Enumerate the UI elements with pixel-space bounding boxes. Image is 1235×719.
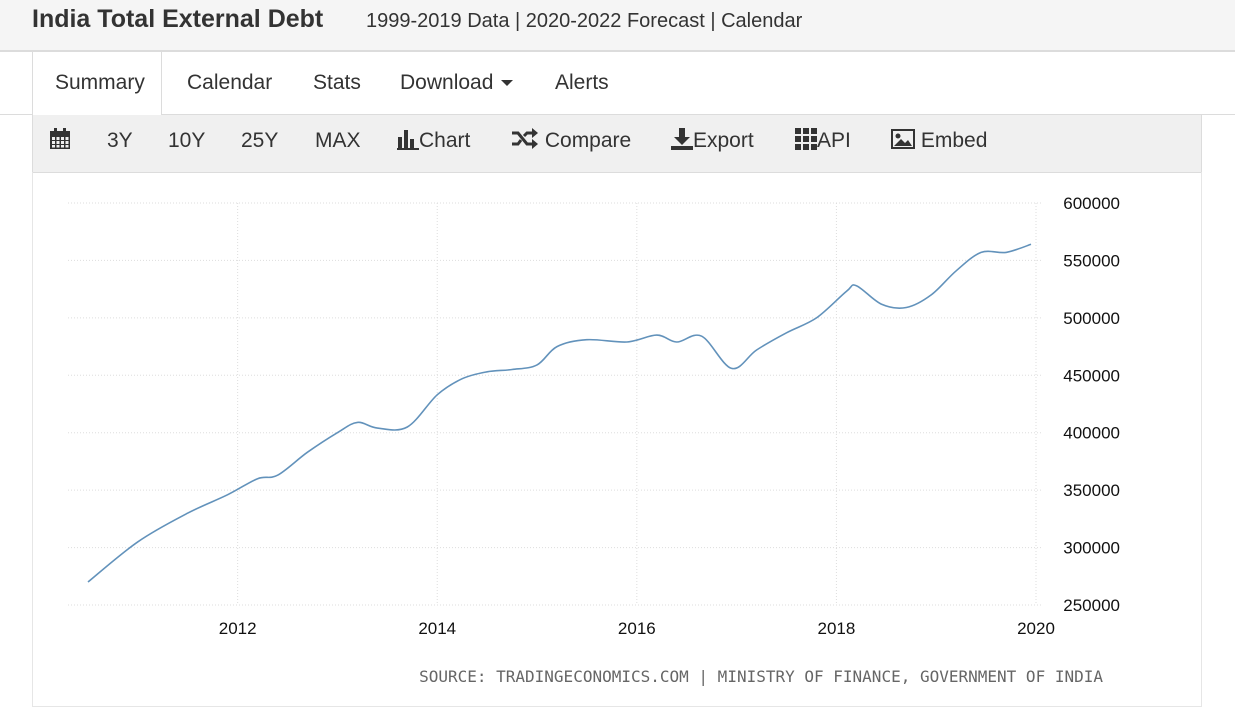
y-tick-label: 550000 (1063, 251, 1120, 270)
chevron-down-icon (501, 80, 514, 87)
compare-button[interactable]: Compare (511, 115, 631, 172)
y-tick-label: 250000 (1063, 596, 1120, 615)
download-icon (671, 128, 693, 151)
chart-container: 600000 550000 500000 450000 400000 350000 3000… (32, 172, 1202, 707)
x-tick-label: 2016 (618, 619, 656, 638)
embed-button[interactable]: Embed (891, 115, 987, 172)
page-title: India Total External Debt (32, 5, 324, 33)
bar-chart-icon (397, 130, 419, 151)
shuffle-icon (512, 128, 538, 150)
tab-summary[interactable]: Summary (32, 52, 162, 115)
chart-button-label: Chart (419, 129, 471, 152)
page-header: India Total External Debt 1999-2019 Data… (0, 0, 1235, 52)
tab-stats[interactable]: Stats (313, 52, 361, 114)
image-icon (891, 129, 915, 150)
range-3y-button[interactable]: 3Y (107, 129, 133, 152)
calendar-icon (50, 128, 70, 150)
compare-button-label: Compare (544, 129, 632, 152)
line-chart: 600000 550000 500000 450000 400000 350000 3000… (68, 194, 1120, 686)
range-10y-button[interactable]: 10Y (168, 129, 206, 152)
x-tick-label: 2020 (1017, 619, 1055, 638)
x-tick-label: 2018 (818, 619, 856, 638)
y-tick-label: 400000 (1063, 424, 1120, 443)
page-subtitle: 1999-2019 Data | 2020-2022 Forecast | Ca… (366, 10, 803, 32)
grid-icon (795, 128, 817, 151)
tab-alerts-label: Alerts (555, 71, 609, 94)
tab-download-label: Download (400, 71, 494, 94)
range-25y-button[interactable]: 25Y (241, 129, 279, 152)
x-tick-label: 2014 (418, 619, 456, 638)
series-line (87, 243, 1032, 583)
calendar-button[interactable] (49, 115, 71, 172)
tab-calendar[interactable]: Calendar (187, 52, 272, 114)
api-button-label: API (817, 129, 851, 152)
range-max-button[interactable]: MAX (315, 129, 361, 152)
y-tick-label: 500000 (1063, 309, 1120, 328)
x-tick-label: 2012 (219, 619, 257, 638)
y-tick-label: 350000 (1063, 481, 1120, 500)
tab-alerts[interactable]: Alerts (555, 52, 609, 114)
y-axis: 600000 550000 500000 450000 400000 350000 3000… (1063, 194, 1120, 615)
chart-grid (68, 202, 1041, 606)
tab-stats-label: Stats (313, 71, 361, 94)
chart-button[interactable]: Chart (397, 115, 470, 172)
embed-button-label: Embed (920, 129, 988, 152)
export-button[interactable]: Export (671, 115, 754, 172)
tab-download[interactable]: Download (400, 52, 514, 114)
api-button[interactable]: API (795, 115, 851, 172)
y-tick-label: 600000 (1063, 194, 1120, 213)
export-button-label: Export (693, 129, 754, 152)
x-axis: 2012 2014 2016 2018 2020 (219, 619, 1055, 638)
tab-bar: Summary Calendar Stats Download Alerts (0, 52, 1235, 115)
tab-summary-label: Summary (55, 71, 145, 94)
tab-calendar-label: Calendar (187, 71, 273, 94)
y-tick-label: 450000 (1063, 366, 1120, 385)
y-tick-label: 300000 (1063, 539, 1120, 558)
source-text: SOURCE: TRADINGECONOMICS.COM | MINISTRY … (419, 667, 1103, 686)
chart-toolbar: 3Y 10Y 25Y MAX Chart Compare Export API (32, 115, 1202, 173)
